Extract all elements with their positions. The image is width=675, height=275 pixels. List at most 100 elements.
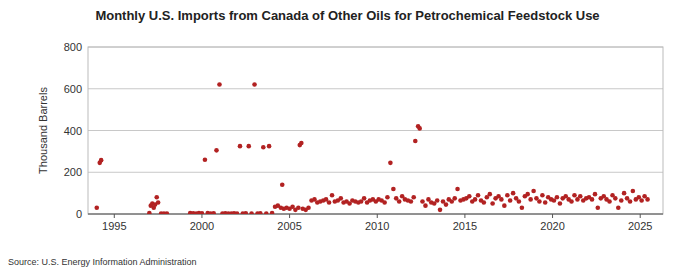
- points: [94, 82, 649, 214]
- point: [502, 203, 507, 208]
- point: [569, 199, 574, 204]
- point: [165, 211, 170, 214]
- point: [593, 192, 598, 197]
- x-tick: [114, 214, 115, 218]
- point: [94, 205, 99, 210]
- x-tick: [289, 214, 290, 218]
- point: [628, 199, 633, 204]
- point: [238, 144, 243, 149]
- point: [487, 192, 492, 197]
- point: [517, 199, 522, 204]
- point: [327, 200, 332, 205]
- point: [391, 187, 396, 192]
- x-tick: [552, 214, 553, 218]
- point: [338, 196, 343, 201]
- y-tick-label: 0: [76, 208, 82, 220]
- x-tick: [201, 214, 202, 218]
- point: [261, 145, 266, 150]
- point: [243, 211, 248, 214]
- y-tick-label: 600: [64, 83, 82, 95]
- point: [473, 197, 478, 202]
- point: [420, 199, 425, 204]
- title: Monthly U.S. Imports from Canada of Othe…: [95, 8, 599, 23]
- point: [270, 211, 275, 214]
- point: [540, 193, 545, 198]
- point: [385, 195, 390, 200]
- point: [622, 191, 627, 196]
- point: [156, 200, 161, 205]
- point: [154, 195, 159, 200]
- point: [417, 126, 422, 131]
- point: [203, 157, 208, 162]
- grid-line: [88, 88, 663, 89]
- point: [578, 194, 583, 199]
- point: [99, 158, 104, 163]
- x-tick-label: 2005: [277, 220, 301, 232]
- x-tick: [640, 214, 641, 218]
- point: [613, 196, 618, 201]
- plot-frame: [88, 47, 663, 214]
- point: [413, 139, 418, 144]
- point: [211, 211, 216, 214]
- point: [435, 198, 440, 203]
- point: [330, 193, 335, 198]
- point: [258, 211, 263, 214]
- y-tick-label: 200: [64, 166, 82, 178]
- point: [280, 182, 285, 187]
- point: [616, 205, 621, 210]
- point: [482, 200, 487, 205]
- point: [264, 211, 269, 214]
- point: [537, 199, 542, 204]
- point: [645, 197, 650, 202]
- point: [296, 205, 301, 210]
- y-tick-label: 800: [64, 41, 82, 53]
- point: [423, 203, 428, 208]
- point: [452, 196, 457, 201]
- point: [388, 161, 393, 166]
- point: [249, 211, 254, 214]
- point: [531, 189, 536, 194]
- point: [558, 201, 563, 206]
- x-tick-label: 2025: [628, 220, 652, 232]
- point: [476, 193, 481, 198]
- point: [508, 198, 513, 203]
- point: [572, 193, 577, 198]
- point: [217, 82, 222, 87]
- point: [147, 211, 152, 214]
- point: [455, 187, 460, 192]
- point: [252, 82, 257, 87]
- source: Source: U.S. Energy Information Administ…: [8, 257, 197, 267]
- point: [525, 192, 530, 197]
- point: [520, 205, 525, 210]
- point: [411, 195, 416, 200]
- x-axis: [88, 214, 663, 215]
- point: [631, 189, 636, 194]
- point: [595, 205, 600, 210]
- x-tick-label: 2015: [453, 220, 477, 232]
- x-tick: [377, 214, 378, 218]
- point: [438, 208, 443, 213]
- point: [214, 148, 219, 153]
- point: [490, 201, 495, 206]
- point: [619, 198, 624, 203]
- point: [528, 197, 533, 202]
- x-tick: [464, 214, 465, 218]
- point: [505, 193, 510, 198]
- point: [246, 144, 251, 149]
- point: [235, 211, 240, 214]
- point: [306, 205, 311, 210]
- point: [409, 199, 414, 204]
- x-tick-label: 1995: [102, 220, 126, 232]
- point: [200, 211, 205, 214]
- point: [499, 197, 504, 202]
- point: [607, 199, 612, 204]
- point: [639, 198, 644, 203]
- point: [543, 200, 548, 205]
- grid-line: [88, 172, 663, 173]
- point: [382, 200, 387, 205]
- y-axis-label: Thousand Barrels: [37, 87, 49, 174]
- x-tick-label: 2000: [190, 220, 214, 232]
- chart: Monthly U.S. Imports from Canada of Othe…: [0, 0, 675, 275]
- x-tick-label: 2010: [365, 220, 389, 232]
- point: [299, 141, 304, 146]
